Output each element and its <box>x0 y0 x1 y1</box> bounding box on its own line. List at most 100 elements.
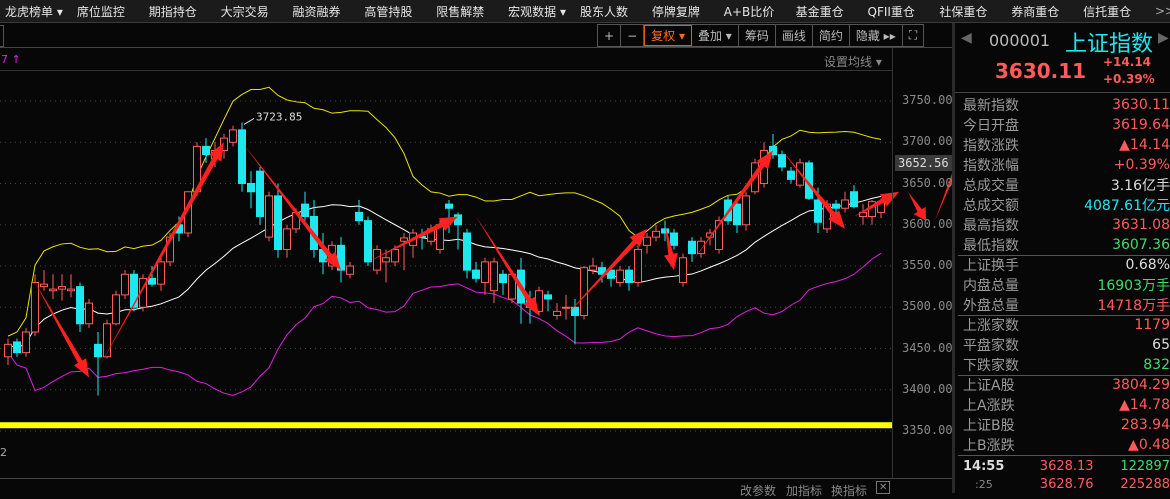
menu-item[interactable]: QFII重仓 <box>867 4 915 19</box>
quote-row: 指数涨跌 ▲14.14 <box>963 135 1170 155</box>
trend-arrow <box>782 150 845 229</box>
candle-body <box>652 230 660 238</box>
menu-more-icon[interactable]: >> <box>1155 4 1170 18</box>
candle-body <box>472 269 480 279</box>
candle-body <box>238 129 246 184</box>
indicator-label: 7 ↑ <box>1 53 21 66</box>
candle-body <box>121 273 129 296</box>
quote-value: 283.94 <box>1121 417 1170 433</box>
quote-row: 上证B股 283.94 <box>963 415 1170 435</box>
chips-button[interactable]: 筹码 <box>739 25 776 46</box>
left-input-box[interactable] <box>0 25 4 47</box>
price-change: +14.14 <box>1103 55 1152 69</box>
y-tick-label: 3750.00 <box>902 93 953 107</box>
zoom-out-button[interactable]: − <box>621 25 645 46</box>
candle-body <box>850 191 858 208</box>
menu-item[interactable]: 停牌复牌 <box>651 4 700 19</box>
quote-value: ▲0.48 <box>1128 437 1170 453</box>
quote-row: 内盘总量 16903万手 <box>963 275 1170 295</box>
candle-body <box>265 195 273 238</box>
menu-item[interactable]: A+B比价 <box>723 4 775 19</box>
candle-body <box>103 323 111 358</box>
candle-body <box>220 137 228 151</box>
candle-body <box>598 267 606 275</box>
menu-item[interactable]: 龙虎榜单 ▾ <box>5 4 63 19</box>
menu-item[interactable]: 融资融券 <box>292 4 341 19</box>
candle-body <box>31 282 39 333</box>
divider <box>958 315 1170 316</box>
menu-item[interactable]: 高管持股 <box>364 4 413 19</box>
candle-body <box>544 294 552 300</box>
candle-body <box>130 273 138 308</box>
candle-body <box>229 129 237 143</box>
candle-body <box>58 286 66 290</box>
candle-body <box>49 288 57 292</box>
quote-label: 下跌家数 <box>963 358 1019 374</box>
quote-row: 外盘总量 14718万手 <box>963 295 1170 315</box>
next-stock-icon[interactable]: ▶ <box>1158 30 1169 46</box>
quote-label: 今日开盘 <box>963 118 1019 134</box>
trend-arrow <box>476 216 539 316</box>
candlestick-chart[interactable]: 3723.85 <box>0 48 952 478</box>
quote-row: 平盘家数 65 <box>963 335 1170 355</box>
candle-body <box>589 265 597 271</box>
trend-arrow <box>663 224 678 271</box>
change-indicator-button[interactable]: 换指标 <box>831 484 868 498</box>
quote-row: 上证换手 0.68% <box>963 255 1170 275</box>
hide-button[interactable]: 隐藏 ▸▸ <box>850 25 903 46</box>
price-change-pct: +0.39% <box>1103 72 1155 86</box>
menu-item[interactable]: 股东人数 <box>580 4 629 19</box>
close-icon[interactable]: ✕ <box>876 481 891 494</box>
quote-value: 16903万手 <box>1097 278 1170 294</box>
menu-item[interactable]: 席位监控 <box>76 4 125 19</box>
fuquan-dropdown[interactable]: 复权 ▾ <box>644 25 692 46</box>
quote-row: 总成交量 3.16亿手 <box>963 175 1170 195</box>
quote-header: ◀ 000001 上证指数 ▶ 3630.11 +14.14 +0.39% <box>955 23 1170 93</box>
candle-body <box>202 145 210 156</box>
candle-body <box>490 261 498 292</box>
trend-arrow <box>854 191 899 217</box>
trend-arrow <box>98 142 224 370</box>
quote-value: ▲14.78 <box>1119 397 1170 413</box>
trend-arrow <box>242 142 341 271</box>
menu-item[interactable]: 券商重仓 <box>1011 4 1060 19</box>
menu-item[interactable]: 社保重仓 <box>939 4 988 19</box>
set-ma-dropdown[interactable]: 设置均线 ▾ <box>824 55 882 69</box>
trend-arrow <box>935 173 952 221</box>
menu-item[interactable]: 宏观数据 ▾ <box>508 4 566 19</box>
high-price-label: 3723.85 <box>256 110 302 123</box>
simple-mode-button[interactable]: 简约 <box>813 25 850 46</box>
quote-label: 上证A股 <box>963 378 1015 394</box>
candle-body <box>274 195 282 250</box>
quote-label: 最新指数 <box>963 98 1019 114</box>
indicator-bar <box>0 478 952 493</box>
moving-average-line <box>7 195 882 350</box>
candle-body <box>742 195 750 226</box>
quote-value: 4087.61亿元 <box>1084 198 1170 214</box>
candle-body <box>841 199 849 209</box>
menu-item[interactable]: 信托重仓 <box>1083 4 1132 19</box>
quote-label: 平盘家数 <box>963 338 1019 354</box>
add-indicator-button[interactable]: 加指标 <box>786 484 823 498</box>
tick-time: 14:55 <box>963 458 1005 474</box>
zoom-in-button[interactable]: + <box>598 25 622 46</box>
candle-body <box>607 269 615 279</box>
tick-volume: 225288 <box>1120 476 1170 492</box>
menu-item[interactable]: 基金重仓 <box>795 4 844 19</box>
menu-item[interactable]: 大宗交易 <box>220 4 269 19</box>
edit-params-button[interactable]: 改参数 <box>740 484 777 498</box>
menu-item[interactable]: 限售解禁 <box>436 4 485 19</box>
menu-item[interactable]: 期指持仓 <box>148 4 197 19</box>
prev-stock-icon[interactable]: ◀ <box>961 30 972 46</box>
tick-row: :25 3628.76 225288 <box>963 475 1170 493</box>
overlay-dropdown[interactable]: 叠加 ▾ <box>692 25 739 46</box>
candle-body <box>373 249 381 271</box>
y-tick-label: 3650.00 <box>902 175 953 190</box>
candle-body <box>247 183 255 193</box>
fullscreen-icon[interactable]: ⛶ <box>908 28 918 42</box>
draw-line-button[interactable]: 画线 <box>776 25 813 46</box>
quote-label: 最高指数 <box>963 218 1019 234</box>
candle-body <box>688 240 696 255</box>
candle-body <box>400 237 408 242</box>
candle-body <box>571 306 579 316</box>
